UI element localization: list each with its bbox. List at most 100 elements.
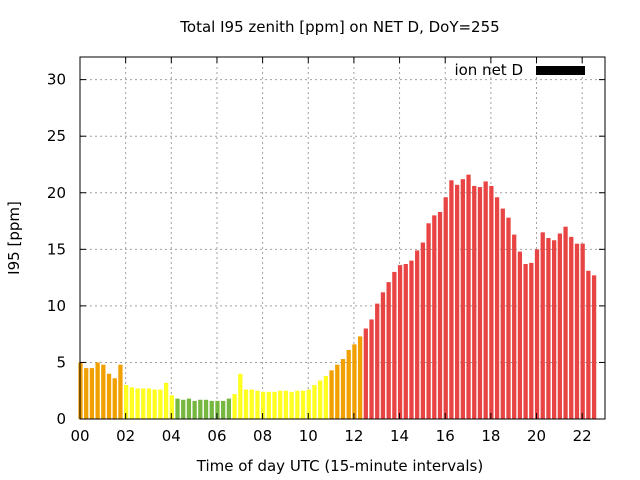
bar <box>329 370 334 419</box>
bar <box>84 368 89 419</box>
y-tick-label: 5 <box>56 353 66 371</box>
bar <box>426 223 431 419</box>
bar <box>534 249 540 419</box>
bar <box>238 373 243 419</box>
bar <box>306 389 311 419</box>
bar <box>420 242 426 419</box>
bar <box>278 390 283 419</box>
bar <box>449 180 454 419</box>
bar <box>437 211 443 419</box>
bar <box>546 238 551 419</box>
bar <box>112 378 117 419</box>
bar <box>397 265 403 419</box>
x-tick-label: 14 <box>390 427 409 445</box>
bar <box>363 328 368 419</box>
bar <box>124 385 129 419</box>
bar <box>186 398 192 419</box>
y-tick-label: 30 <box>47 71 66 89</box>
bar <box>506 217 511 419</box>
bar <box>89 368 95 419</box>
x-tick-label: 22 <box>573 427 592 445</box>
bar <box>523 264 528 419</box>
bar <box>369 319 374 419</box>
bar <box>557 233 562 419</box>
y-axis-label: I95 [ppm] <box>5 201 23 275</box>
x-axis-label: Time of day UTC (15-minute intervals) <box>196 457 483 475</box>
bar <box>352 344 357 419</box>
bar <box>226 398 232 419</box>
bar <box>175 398 180 419</box>
bar <box>152 389 157 419</box>
bar <box>283 390 289 419</box>
bar <box>460 179 465 419</box>
bar <box>517 251 523 419</box>
bar <box>512 234 517 419</box>
bar <box>346 349 351 419</box>
axis-ticks: 0 5 10 15 20 25 30 00 02 04 06 08 10 12 14 16 18 20 22 <box>47 57 605 445</box>
bar <box>454 184 460 419</box>
bar <box>403 264 408 419</box>
bar <box>323 376 329 419</box>
bar <box>574 243 580 419</box>
bar <box>101 364 106 419</box>
y-tick-label: 20 <box>47 184 66 202</box>
x-tick-label: 00 <box>70 427 89 445</box>
bar <box>232 394 237 419</box>
legend-swatch <box>536 66 585 75</box>
bar <box>129 387 134 419</box>
legend-label: ion net D <box>454 61 523 79</box>
bar <box>255 390 260 419</box>
bar <box>163 382 169 419</box>
bar <box>335 364 340 419</box>
bar <box>260 391 266 419</box>
y-tick-label: 0 <box>56 410 66 428</box>
bar <box>181 399 186 419</box>
bar <box>477 187 483 419</box>
bar <box>340 359 346 419</box>
bar <box>209 400 214 419</box>
bar <box>392 271 397 419</box>
bar <box>106 373 112 419</box>
bar <box>386 282 391 419</box>
x-tick-label: 04 <box>162 427 181 445</box>
bar <box>249 389 254 419</box>
bar <box>569 236 574 419</box>
bar <box>146 388 152 419</box>
bar <box>169 395 174 419</box>
bars <box>78 174 597 419</box>
x-tick-label: 02 <box>116 427 135 445</box>
plot-frame <box>79 56 606 420</box>
y-tick-label: 15 <box>47 240 66 258</box>
bar <box>563 226 568 419</box>
bar <box>432 215 437 419</box>
bar <box>472 185 477 419</box>
bar <box>466 174 471 419</box>
bar <box>415 250 420 419</box>
bar <box>158 389 163 419</box>
x-tick-label: 20 <box>527 427 546 445</box>
bar <box>198 399 203 419</box>
bar <box>591 275 597 419</box>
bar <box>540 232 545 419</box>
bar <box>118 364 123 419</box>
bar <box>266 391 271 419</box>
chart-title: Total I95 zenith [ppm] on NET D, DoY=255 <box>179 18 499 36</box>
bar <box>586 270 591 419</box>
bar <box>357 336 363 419</box>
bar <box>203 399 209 419</box>
bar <box>500 208 505 419</box>
legend: ion net D <box>454 61 585 79</box>
bar <box>312 385 317 419</box>
x-tick-label: 06 <box>207 427 226 445</box>
bar <box>295 390 300 419</box>
bar <box>494 197 500 419</box>
bar <box>95 362 100 419</box>
bar <box>375 303 380 419</box>
bar <box>300 390 306 419</box>
x-tick-label: 10 <box>299 427 318 445</box>
bar <box>243 389 249 419</box>
x-tick-label: 12 <box>344 427 363 445</box>
y-tick-label: 25 <box>47 127 66 145</box>
y-tick-label: 10 <box>47 297 66 315</box>
bar <box>580 243 585 419</box>
